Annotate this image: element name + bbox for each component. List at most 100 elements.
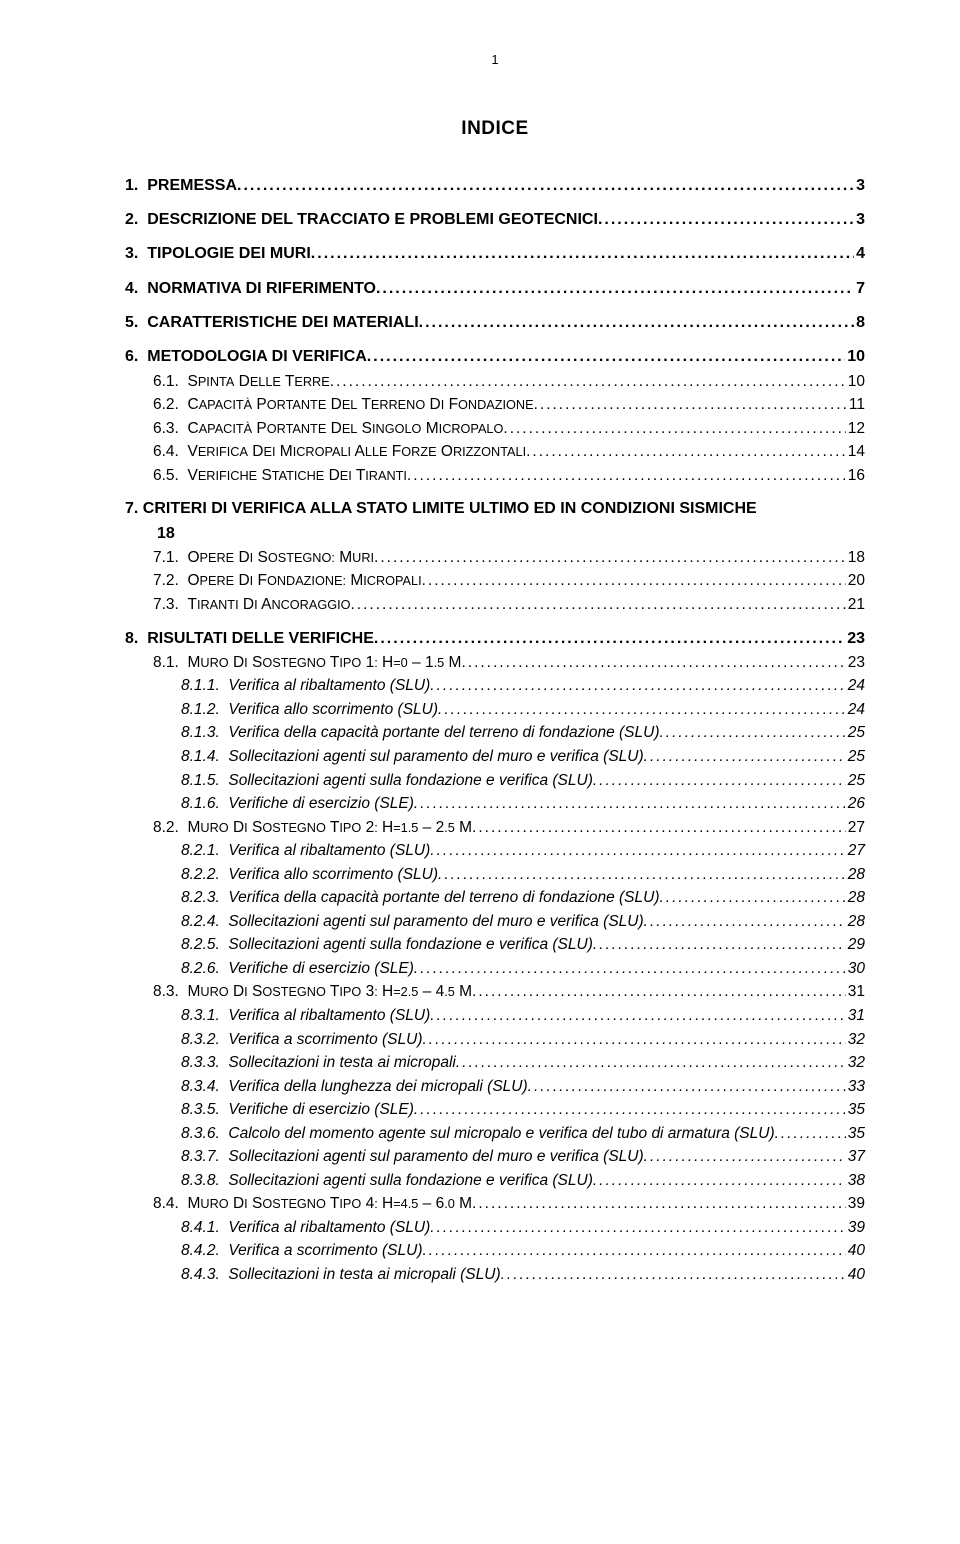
toc-entry-text: Sollecitazioni agenti sul paramento del … — [228, 913, 643, 930]
toc-entry: 8.1.6. Verifiche di esercizio (SLE) 26 — [125, 792, 865, 816]
toc-dot-leader — [660, 886, 846, 910]
toc-entry-page: 40 — [846, 1263, 865, 1287]
toc-entry-text: Verifica a scorrimento (SLU) — [228, 1242, 422, 1259]
toc-entry-page: 11 — [847, 393, 865, 417]
toc-entry-page: 10 — [846, 370, 865, 394]
toc-entry-label: 8.1.2. Verifica allo scorrimento (SLU) — [181, 698, 438, 722]
toc-entry-label: 8.3.4. Verifica della lunghezza dei micr… — [181, 1075, 528, 1099]
toc-entry-page: 39 — [846, 1216, 865, 1240]
toc-dot-leader — [501, 1263, 846, 1287]
toc-entry: 3. TIPOLOGIE DEI MURI 4 — [125, 242, 865, 266]
toc-entry-label: 8.4.2. Verifica a scorrimento (SLU) — [181, 1239, 423, 1263]
toc-entry: 8.3. MURO DI SOSTEGNO TIPO 3: H=2.5 – 4.… — [125, 980, 865, 1004]
toc-entry-text: Verifiche di esercizio (SLE) — [228, 1101, 414, 1118]
toc-entry-label: 8.1.5. Sollecitazioni agenti sulla fonda… — [181, 769, 593, 793]
toc-entry-label: 8.1.1. Verifica al ribaltamento (SLU) — [181, 674, 430, 698]
toc-entry-text: CAPACITÀ PORTANTE DEL SINGOLO MICROPALO — [187, 420, 503, 437]
toc-entry-text: MURO DI SOSTEGNO TIPO 1: H=0 – 1.5 M — [187, 654, 461, 671]
toc-entry-label: 8.3.3. Sollecitazioni in testa ai microp… — [181, 1051, 456, 1075]
toc-entry-label: 8.3. MURO DI SOSTEGNO TIPO 3: H=2.5 – 4.… — [153, 980, 472, 1004]
toc-entry-page: 30 — [846, 957, 865, 981]
toc-entry-number: 6. — [125, 348, 138, 365]
toc-entry-text: Verifica della lunghezza dei micropali (… — [228, 1078, 527, 1095]
toc-entry: 8.3.8. Sollecitazioni agenti sulla fonda… — [125, 1169, 865, 1193]
toc-entry-page: 10 — [845, 345, 865, 369]
toc-entry-number: 1. — [125, 177, 138, 194]
toc-entry: 2. DESCRIZIONE DEL TRACCIATO E PROBLEMI … — [125, 208, 865, 232]
toc-entry-label: 8.1.6. Verifiche di esercizio (SLE) — [181, 792, 414, 816]
toc-entry-text: Sollecitazioni in testa ai micropali — [228, 1054, 455, 1071]
toc-entry: 8.3.3. Sollecitazioni in testa ai microp… — [125, 1051, 865, 1075]
toc-entry-number: 4. — [125, 280, 138, 297]
toc-entry-label: 8.2.4. Sollecitazioni agenti sul paramen… — [181, 910, 644, 934]
toc-dot-leader — [376, 277, 854, 301]
toc-entry-number: 8.4.2. — [181, 1242, 220, 1259]
toc-entry: 1. PREMESSA 3 — [125, 174, 865, 198]
toc-entry-number: 8.2. — [153, 819, 179, 836]
toc-entry-number: 8.2.4. — [181, 913, 220, 930]
toc-entry-page: 8 — [854, 311, 865, 335]
toc-dot-leader — [534, 393, 847, 417]
toc-entry-text: Sollecitazioni agenti sulla fondazione e… — [228, 936, 592, 953]
toc-entry: 8.1.5. Sollecitazioni agenti sulla fonda… — [125, 769, 865, 793]
toc-entry-label: 6.4. VERIFICA DEI MICROPALI ALLE FORZE O… — [153, 440, 526, 464]
toc-entry-page: 26 — [846, 792, 865, 816]
toc-entry-number: 8.1. — [153, 654, 179, 671]
toc-entry-number: 8.3.6. — [181, 1125, 220, 1142]
toc-entry: 8.4.2. Verifica a scorrimento (SLU) 40 — [125, 1239, 865, 1263]
toc-entry-number: 6.5. — [153, 467, 179, 484]
toc-entry-text: OPERE DI SOSTEGNO: MURI — [187, 549, 374, 566]
toc-entry: 6.1. SPINTA DELLE TERRE 10 — [125, 370, 865, 394]
toc-dot-leader — [237, 174, 854, 198]
toc-dot-leader — [472, 1192, 846, 1216]
toc-dot-leader — [528, 1075, 846, 1099]
toc-entry-page: 35 — [846, 1122, 865, 1146]
toc-entry-text: Verifica al ribaltamento (SLU) — [228, 1219, 430, 1236]
toc-entry-text: OPERE DI FONDAZIONE: MICROPALI — [187, 572, 421, 589]
toc-entry-number: 7.3. — [153, 596, 179, 613]
toc-entry-text: Calcolo del momento agente sul micropalo… — [228, 1125, 774, 1142]
toc-entry-text: DESCRIZIONE DEL TRACCIATO E PROBLEMI GEO… — [147, 211, 598, 228]
toc-entry-number: 8.3. — [153, 983, 179, 1000]
toc-entry-label: 8.1.4. Sollecitazioni agenti sul paramen… — [181, 745, 644, 769]
toc-entry-label: 7.3. TIRANTI DI ANCORAGGIO — [153, 593, 351, 617]
toc-entry-label: 5. CARATTERISTICHE DEI MATERIALI — [125, 311, 419, 335]
toc-entry-text: Sollecitazioni agenti sulla fondazione e… — [228, 772, 592, 789]
document-page: 1 INDICE 1. PREMESSA 32. DESCRIZIONE DEL… — [0, 0, 960, 1347]
toc-entry-text: Verifica allo scorrimento (SLU) — [228, 866, 438, 883]
toc-entry-number: 8.3.4. — [181, 1078, 220, 1095]
toc-entry-text: Verifica a scorrimento (SLU) — [228, 1031, 422, 1048]
toc-dot-leader — [407, 464, 846, 488]
toc-dot-leader — [430, 1216, 845, 1240]
toc-entry-number: 8.3.3. — [181, 1054, 220, 1071]
toc-dot-leader — [311, 242, 854, 266]
toc-entry-page: 28 — [846, 886, 865, 910]
toc-entry: 8.1. MURO DI SOSTEGNO TIPO 1: H=0 – 1.5 … — [125, 651, 865, 675]
toc-entry-text: TIPOLOGIE DEI MURI — [147, 245, 311, 262]
toc-dot-leader — [374, 546, 846, 570]
toc-entry-text: CRITERI DI VERIFICA ALLA STATO LIMITE UL… — [138, 500, 756, 517]
toc-entry: 8.2.5. Sollecitazioni agenti sulla fonda… — [125, 933, 865, 957]
toc-entry-number: 8.2.1. — [181, 842, 220, 859]
toc-entry-number: 6.1. — [153, 373, 179, 390]
toc-entry-text: Verifiche di esercizio (SLE) — [228, 795, 414, 812]
toc-entry: 8.4.1. Verifica al ribaltamento (SLU) 39 — [125, 1216, 865, 1240]
toc-dot-leader — [660, 721, 846, 745]
toc-dot-leader — [472, 980, 846, 1004]
toc-entry-label: 8.2. MURO DI SOSTEGNO TIPO 2: H=1.5 – 2.… — [153, 816, 472, 840]
toc-entry-label: 8.2.3. Verifica della capacità portante … — [181, 886, 660, 910]
toc-dot-leader — [374, 627, 845, 651]
toc-entry: 8.4.3. Sollecitazioni in testa ai microp… — [125, 1263, 865, 1287]
toc-dot-leader — [351, 593, 846, 617]
toc-entry-number: 8.1.1. — [181, 677, 220, 694]
toc-entry-label: 7.1. OPERE DI SOSTEGNO: MURI — [153, 546, 374, 570]
toc-entry: 6.2. CAPACITÀ PORTANTE DEL TERRENO DI FO… — [125, 393, 865, 417]
toc-entry-number: 8.1.2. — [181, 701, 220, 718]
toc-entry-page: 32 — [846, 1051, 865, 1075]
toc-entry-text: NORMATIVA DI RIFERIMENTO — [147, 280, 376, 297]
toc-entry-text: CARATTERISTICHE DEI MATERIALI — [147, 314, 418, 331]
toc-entry-label: 6.1. SPINTA DELLE TERRE — [153, 370, 330, 394]
toc-dot-leader — [414, 1098, 846, 1122]
toc-entry-page: 14 — [846, 440, 865, 464]
toc-dot-leader — [598, 208, 854, 232]
